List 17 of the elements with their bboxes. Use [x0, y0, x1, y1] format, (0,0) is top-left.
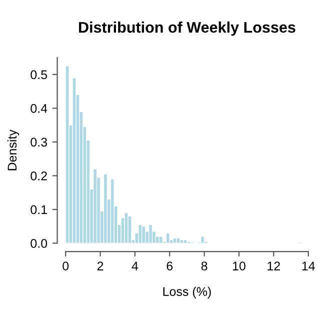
chart-title: Distribution of Weekly Losses [79, 22, 296, 36]
x-axis-title: Loss (%) [163, 286, 211, 298]
x-tick-label: 10 [232, 262, 246, 270]
y-tick-label: 0.0 [30, 239, 48, 248]
x-tick-label: 6 [166, 262, 173, 270]
x-tick-label: 14 [302, 262, 315, 270]
y-tick-label: 0.3 [30, 138, 47, 147]
x-tick-label: 2 [97, 262, 104, 270]
y-tick-label: 0.4 [30, 104, 48, 113]
x-tick-label: 0 [62, 262, 69, 270]
y-axis-title: Density [7, 130, 20, 170]
x-tick-label: 8 [201, 262, 208, 270]
y-tick-label: 0.1 [30, 205, 47, 214]
y-tick-label: 0.5 [30, 70, 48, 80]
y-tick-label: 0.2 [30, 172, 47, 180]
x-tick-label: 4 [132, 262, 138, 270]
x-tick-label: 12 [268, 262, 280, 270]
